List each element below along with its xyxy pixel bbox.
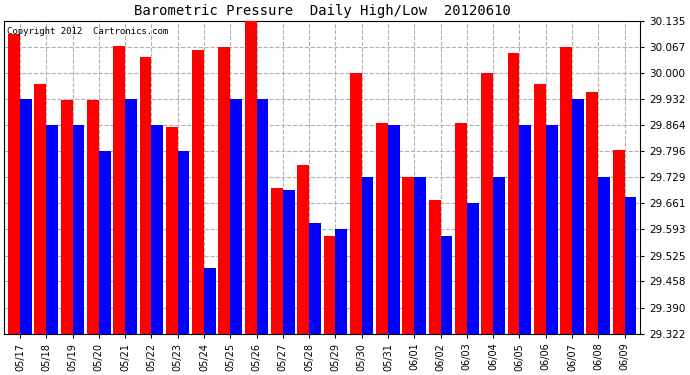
Bar <box>139 57 151 334</box>
Bar <box>613 150 624 334</box>
Bar <box>245 21 257 334</box>
Text: Copyright 2012  Cartronics.com: Copyright 2012 Cartronics.com <box>8 27 168 36</box>
Bar <box>428 200 440 334</box>
Bar <box>467 203 479 334</box>
Bar <box>624 197 636 334</box>
Bar <box>350 73 362 334</box>
Bar <box>324 236 335 334</box>
Bar <box>598 177 610 334</box>
Bar <box>87 100 99 334</box>
Bar <box>402 177 414 334</box>
Bar <box>376 123 388 334</box>
Bar <box>508 54 520 334</box>
Bar <box>414 177 426 334</box>
Bar <box>362 177 373 334</box>
Bar <box>219 46 230 334</box>
Bar <box>455 123 467 334</box>
Bar <box>204 268 216 334</box>
Bar <box>560 46 572 334</box>
Bar <box>586 92 598 334</box>
Bar <box>493 177 505 334</box>
Bar <box>72 125 84 334</box>
Bar <box>61 100 72 334</box>
Bar <box>271 188 283 334</box>
Bar <box>572 99 584 334</box>
Bar <box>388 125 400 334</box>
Bar <box>177 151 190 334</box>
Bar <box>166 127 177 334</box>
Bar <box>99 151 110 334</box>
Bar <box>125 99 137 334</box>
Bar <box>34 84 46 334</box>
Bar <box>283 190 295 334</box>
Bar <box>440 236 453 334</box>
Bar <box>151 125 164 334</box>
Bar <box>46 125 58 334</box>
Bar <box>230 99 242 334</box>
Bar <box>113 46 125 334</box>
Title: Barometric Pressure  Daily High/Low  20120610: Barometric Pressure Daily High/Low 20120… <box>134 4 511 18</box>
Bar <box>8 34 20 334</box>
Bar <box>481 73 493 334</box>
Bar <box>257 99 268 334</box>
Bar <box>297 165 309 334</box>
Bar <box>20 99 32 334</box>
Bar <box>520 125 531 334</box>
Bar <box>309 223 321 334</box>
Bar <box>192 50 204 334</box>
Bar <box>546 125 558 334</box>
Bar <box>335 230 347 334</box>
Bar <box>534 84 546 334</box>
